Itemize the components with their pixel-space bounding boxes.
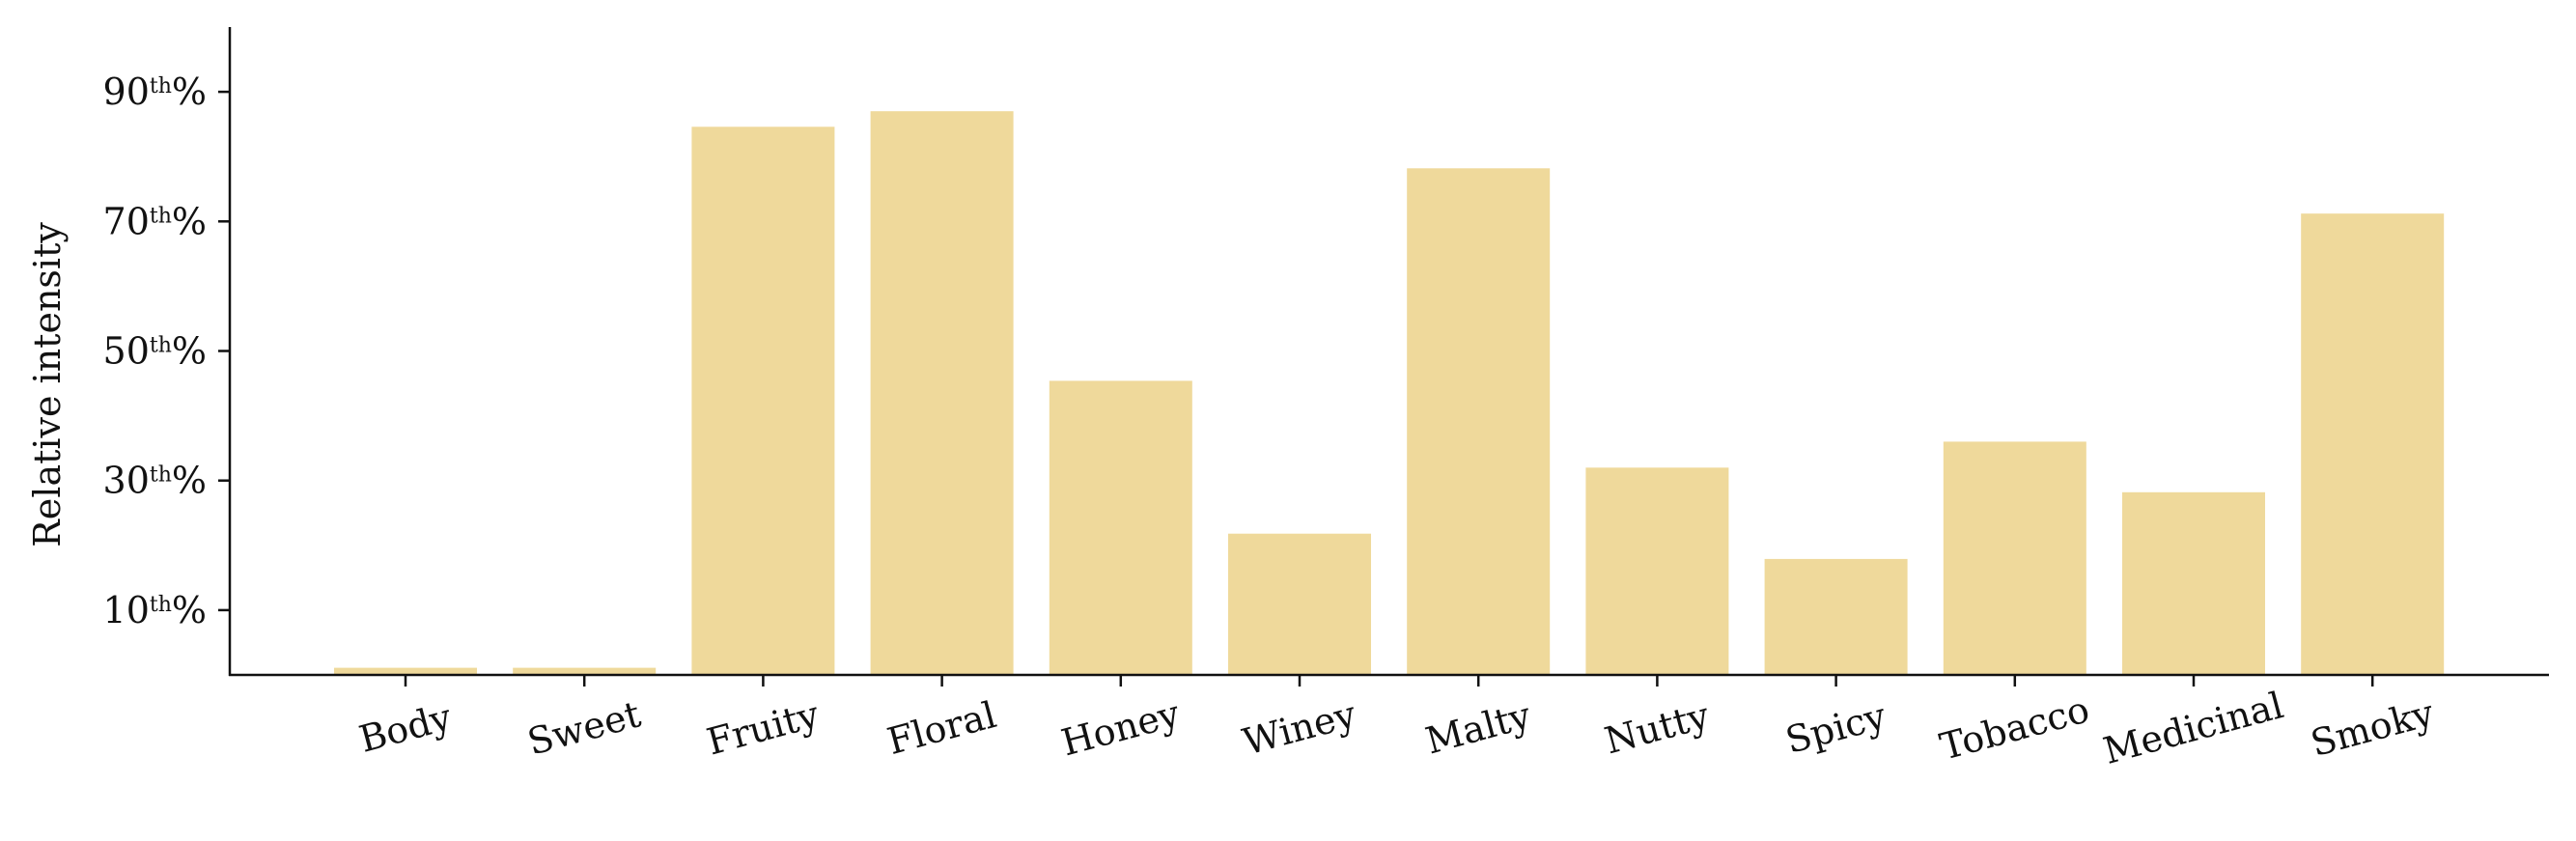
bar-malty [1407,168,1551,676]
x-tick-label-winey: Winey [1239,692,1361,763]
bar-spicy [1764,558,1908,675]
x-tick-label-fruity: Fruity [703,692,825,763]
bar-body [334,667,477,675]
x-tick-label-medicinal: Medicinal [2099,684,2287,772]
x-tick-label-sweet: Sweet [523,692,645,763]
bar-winey [1228,533,1371,675]
y-tick-label: 10th% [103,589,207,631]
bar-fruity [691,126,835,676]
bar-honey [1049,380,1192,675]
y-axis-label: Relative intensity [26,222,69,547]
x-tick-label-smoky: Smoky [2307,691,2439,765]
bar-tobacco [1943,441,2086,675]
bars-group [334,111,2445,676]
y-tick-label: 30th% [103,460,207,502]
bar-nutty [1585,467,1729,675]
x-tick-label-nutty: Nutty [1600,693,1714,762]
x-tick-label-body: Body [354,695,456,761]
y-ticks-group: 10th% 30th% 50th% 70th% 90th% [103,70,230,631]
bar-floral [870,111,1014,675]
bar-sweet [513,667,657,675]
x-tick-label-honey: Honey [1057,692,1185,765]
x-tick-label-floral: Floral [882,693,1000,763]
bar-medicinal [2122,491,2265,675]
x-tick-label-spicy: Spicy [1781,694,1891,762]
bar-smoky [2301,213,2445,675]
y-tick-label: 70th% [103,200,207,242]
x-ticks-group: Body Sweet Fruity Floral Honey Winey Malty Nutt… [354,675,2439,772]
x-tick-label-tobacco: Tobacco [1936,687,2094,768]
y-tick-label: 90th% [103,70,207,113]
x-tick-label-malty: Malty [1421,693,1536,762]
y-tick-label: 50th% [103,330,207,373]
